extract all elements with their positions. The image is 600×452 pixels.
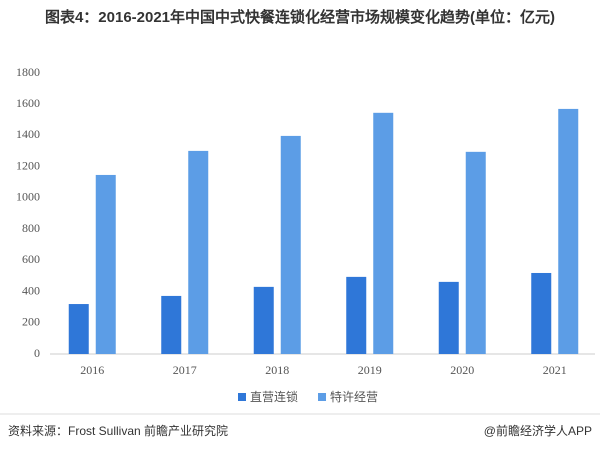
y-tick-label: 800	[22, 221, 40, 235]
y-tick-label: 1800	[16, 65, 40, 79]
bar	[558, 108, 579, 355]
bar	[280, 135, 301, 354]
y-tick-label: 1400	[16, 127, 40, 141]
y-tick-label: 1000	[16, 190, 40, 204]
legend-label: 直营连锁	[250, 389, 298, 404]
source: 资料来源：Frost Sullivan 前瞻产业研究院	[8, 423, 228, 438]
y-tick-label: 400	[22, 283, 40, 297]
y-tick-label: 600	[22, 252, 40, 266]
chart-title: 图表4：2016-2021年中国中式快餐连锁化经营市场规模变化趋势(单位：亿元)	[44, 9, 556, 26]
legend-label: 特许经营	[330, 389, 378, 404]
x-tick-label: 2019	[358, 363, 382, 377]
x-tick-label: 2018	[265, 363, 289, 377]
x-tick-label: 2017	[173, 363, 197, 377]
bar	[68, 304, 89, 354]
y-tick-label: 1600	[16, 96, 40, 110]
chart: 资料来源：Frost Sullivan 前瞻产业研究院 @前瞻经济学人APP 0…	[0, 65, 600, 438]
y-tick-label: 0	[34, 346, 40, 360]
bar	[161, 295, 182, 354]
bar	[95, 174, 116, 354]
bar	[438, 281, 459, 354]
y-tick-label: 200	[22, 315, 40, 329]
x-tick-label: 2020	[450, 363, 474, 377]
legend-swatch	[318, 393, 327, 401]
bar	[188, 150, 209, 354]
x-tick-label: 2021	[543, 363, 567, 377]
bar	[253, 286, 274, 354]
y-tick-label: 1200	[16, 158, 40, 172]
x-tick-label: 2016	[80, 363, 104, 377]
legend-swatch	[238, 393, 246, 401]
credit: @前瞻经济学人APP	[484, 423, 592, 438]
bar	[465, 151, 486, 354]
bar	[531, 272, 552, 354]
bar	[346, 276, 367, 354]
bar	[373, 112, 394, 354]
